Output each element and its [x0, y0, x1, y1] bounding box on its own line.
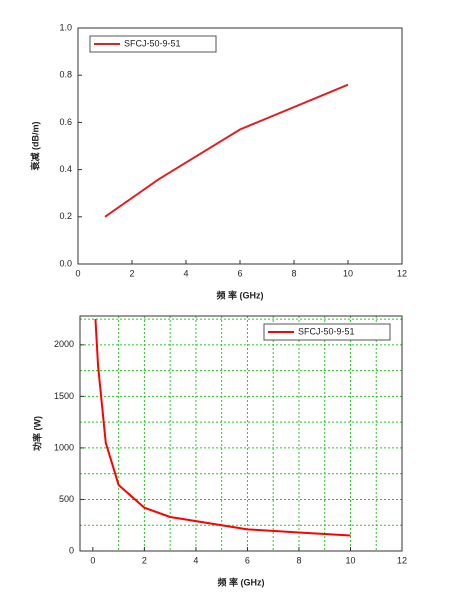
y-tick-label: 0	[69, 545, 74, 555]
y-tick-label: 1.0	[59, 22, 72, 32]
x-tick-label: 0	[90, 555, 95, 565]
data-line	[94, 319, 351, 537]
y-axis-label: 衰减 (dB/m)	[29, 122, 40, 172]
y-tick-label: 0.4	[59, 164, 72, 174]
y-tick-label: 1500	[54, 391, 74, 401]
x-axis-label: 频 率 (GHz)	[218, 576, 265, 587]
x-tick-label: 4	[183, 268, 188, 278]
x-tick-label: 10	[343, 268, 353, 278]
data-line	[104, 83, 349, 218]
y-axis-label: 功率 (W)	[31, 416, 42, 451]
x-tick-label: 2	[142, 555, 147, 565]
x-tick-label: 12	[397, 555, 407, 565]
x-tick-label: 6	[237, 268, 242, 278]
legend-label: SFCJ-50-9-51	[124, 38, 181, 48]
x-tick-label: 6	[245, 555, 250, 565]
legend-box	[263, 323, 391, 341]
y-tick-label: 500	[59, 494, 74, 504]
y-tick-label: 0.0	[59, 258, 72, 268]
y-tick-label: 2000	[54, 339, 74, 349]
x-tick-label: 12	[397, 268, 407, 278]
x-axis-label: 频 率 (GHz)	[217, 289, 264, 300]
plot-frame	[79, 315, 403, 552]
y-tick-label: 1000	[54, 442, 74, 452]
plot-frame	[77, 27, 403, 265]
x-tick-label: 8	[296, 555, 301, 565]
x-tick-label: 4	[193, 555, 198, 565]
legend-box	[89, 35, 217, 53]
y-tick-label: 0.2	[59, 211, 72, 221]
x-tick-label: 8	[291, 268, 296, 278]
x-tick-label: 0	[75, 268, 80, 278]
y-tick-label: 0.6	[59, 117, 72, 127]
legend-label: SFCJ-50-9-51	[298, 326, 355, 336]
x-tick-label: 2	[129, 268, 134, 278]
x-tick-label: 10	[345, 555, 355, 565]
y-tick-label: 0.8	[59, 70, 72, 80]
